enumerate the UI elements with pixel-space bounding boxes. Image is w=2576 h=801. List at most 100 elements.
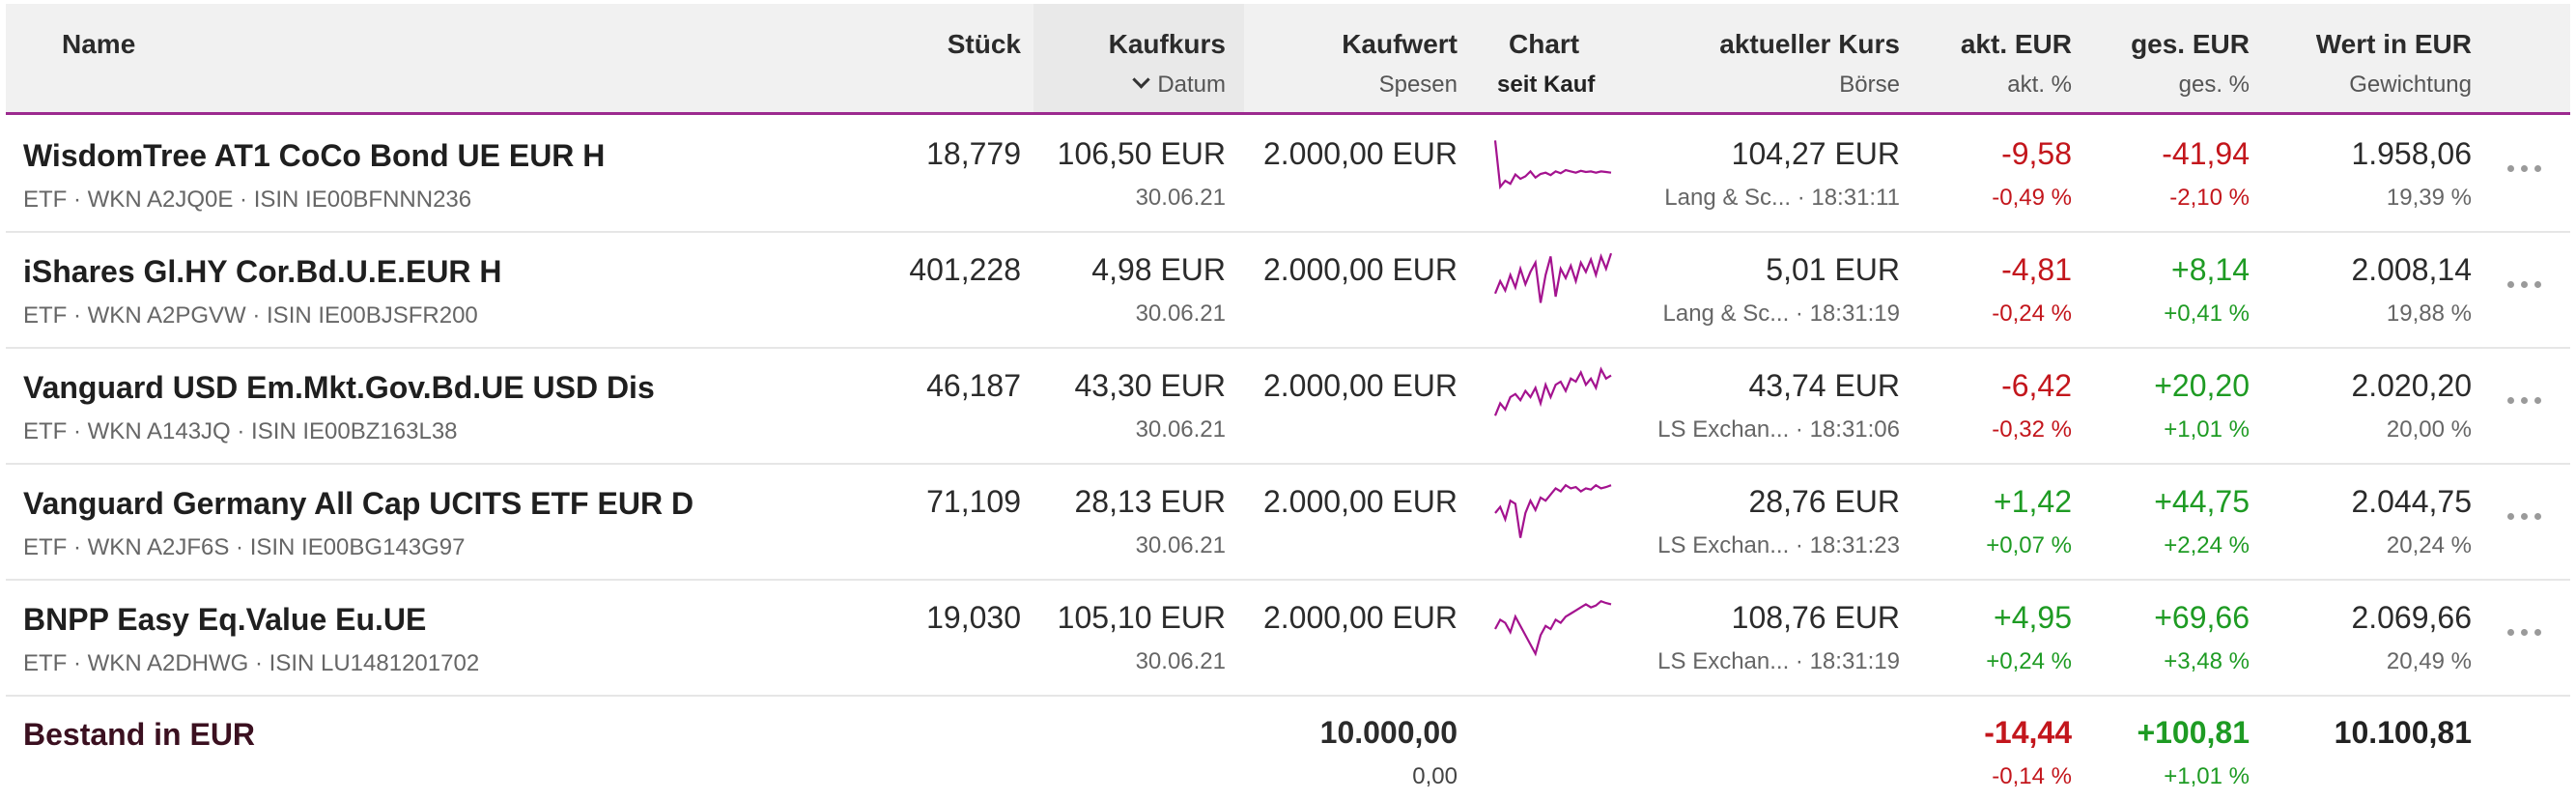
total-ges-pct: +1,01 % [2164, 763, 2250, 789]
kurs-value: 28,76 EUR [1748, 484, 1900, 519]
header-seit-kauf[interactable]: seit Kauf [1497, 72, 1596, 98]
sparkline-chart[interactable] [1493, 474, 1613, 552]
akt-pct-value: -0,32 % [1992, 416, 2072, 443]
security-name[interactable]: Vanguard Germany All Cap UCITS ETF EUR D [23, 486, 694, 521]
gewichtung-value: 19,39 % [2386, 185, 2472, 211]
wert-value: 2.020,20 [2351, 368, 2472, 403]
boerse-value: Lang & Sc... · 18:31:11 [1664, 185, 1900, 211]
wert-value: 1.958,06 [2351, 136, 2472, 171]
akt-pct-value: -0,24 % [1992, 300, 2072, 327]
total-label: Bestand in EUR [23, 717, 256, 752]
table-row[interactable]: Vanguard USD Em.Mkt.Gov.Bd.UE USD Dis ET… [6, 347, 2570, 465]
datum-value: 30.06.21 [1135, 416, 1226, 443]
kaufkurs-value: 106,50 EUR [1057, 136, 1226, 171]
table-row[interactable]: WisdomTree AT1 CoCo Bond UE EUR H ETF · … [6, 115, 2570, 233]
kaufkurs-value: 28,13 EUR [1074, 484, 1226, 519]
ges-eur-value: +20,20 [2154, 368, 2250, 403]
boerse-value: Lang & Sc... · 18:31:19 [1662, 300, 1901, 327]
datum-value: 30.06.21 [1135, 300, 1226, 327]
header-aktueller-kurs[interactable]: aktueller Kurs [1719, 29, 1900, 59]
akt-pct-value: +0,24 % [1986, 648, 2072, 674]
header-stueck[interactable]: Stück [947, 29, 1021, 59]
ges-eur-value: +44,75 [2154, 484, 2250, 519]
datum-value: 30.06.21 [1135, 532, 1226, 558]
sparkline-chart[interactable] [1493, 590, 1613, 668]
security-meta: ETF · WKN A2JQ0E · ISIN IE00BFNNN236 [23, 186, 472, 213]
more-options-icon[interactable] [2505, 157, 2544, 177]
table-header: Name Stück Kaufkurs Datum Kaufwert Spese… [6, 4, 2570, 115]
header-wert-eur[interactable]: Wert in EUR [2315, 29, 2472, 59]
header-boerse[interactable]: Börse [1839, 72, 1900, 98]
akt-eur-value: +1,42 [1994, 484, 2072, 519]
header-kaufkurs[interactable]: Kaufkurs [1108, 29, 1226, 59]
header-akt-pct[interactable]: akt. % [2007, 72, 2072, 98]
ges-eur-value: -41,94 [2162, 136, 2250, 171]
sparkline-chart[interactable] [1493, 127, 1613, 204]
kurs-value: 104,27 EUR [1731, 136, 1900, 171]
kaufkurs-value: 105,10 EUR [1057, 600, 1226, 635]
gewichtung-value: 20,00 % [2386, 416, 2472, 443]
header-kaufwert[interactable]: Kaufwert [1342, 29, 1458, 59]
table-row[interactable]: Vanguard Germany All Cap UCITS ETF EUR D… [6, 463, 2570, 581]
sparkline-path [1493, 252, 1613, 303]
security-meta: ETF · WKN A2PGVW · ISIN IE00BJSFR200 [23, 302, 478, 329]
sparkline-path [1493, 140, 1612, 190]
security-name[interactable]: Vanguard USD Em.Mkt.Gov.Bd.UE USD Dis [23, 370, 655, 405]
header-ges-pct[interactable]: ges. % [2178, 72, 2250, 98]
security-name[interactable]: WisdomTree AT1 CoCo Bond UE EUR H [23, 138, 606, 173]
kaufkurs-value: 4,98 EUR [1091, 252, 1226, 287]
sparkline-path [1494, 483, 1612, 538]
total-ges-eur: +100,81 [2137, 715, 2250, 750]
datum-value: 30.06.21 [1135, 185, 1226, 211]
more-options-icon[interactable] [2505, 621, 2544, 641]
header-spesen[interactable]: Spesen [1378, 72, 1458, 98]
akt-eur-value: +4,95 [1994, 600, 2072, 635]
security-name[interactable]: iShares Gl.HY Cor.Bd.U.E.EUR H [23, 254, 502, 289]
table-row[interactable]: BNPP Easy Eq.Value Eu.UE ETF · WKN A2DHW… [6, 579, 2570, 697]
ges-pct-value: +3,48 % [2164, 648, 2250, 674]
akt-eur-value: -4,81 [2001, 252, 2072, 287]
kaufwert-value: 2.000,00 EUR [1262, 600, 1458, 635]
total-wert: 10.100,81 [2334, 715, 2472, 750]
sparkline-path [1493, 366, 1612, 416]
ges-pct-value: +0,41 % [2164, 300, 2250, 327]
header-name[interactable]: Name [62, 29, 136, 59]
sparkline-chart[interactable] [1493, 358, 1613, 436]
stueck-value: 18,779 [926, 136, 1021, 171]
akt-eur-value: -9,58 [2001, 136, 2072, 171]
sparkline-chart[interactable] [1493, 243, 1613, 320]
header-gewichtung[interactable]: Gewichtung [2349, 72, 2472, 98]
ges-eur-value: +8,14 [2171, 252, 2250, 287]
datum-value: 30.06.21 [1135, 648, 1226, 674]
chevron-down-icon [1132, 71, 1151, 89]
kaufwert-value: 2.000,00 EUR [1262, 484, 1458, 519]
header-ges-eur[interactable]: ges. EUR [2131, 29, 2250, 59]
ges-pct-value: -2,10 % [2169, 185, 2250, 211]
stueck-value: 401,228 [909, 252, 1021, 287]
boerse-value: LS Exchan... · 18:31:23 [1657, 532, 1900, 558]
stueck-value: 71,109 [926, 484, 1021, 519]
header-akt-eur[interactable]: akt. EUR [1960, 29, 2072, 59]
wert-value: 2.069,66 [2351, 600, 2472, 635]
header-datum[interactable]: Datum [1132, 71, 1226, 99]
header-datum-label: Datum [1157, 72, 1226, 98]
security-meta: ETF · WKN A2DHWG · ISIN LU1481201702 [23, 650, 480, 676]
gewichtung-value: 19,88 % [2386, 300, 2472, 327]
wert-value: 2.044,75 [2351, 484, 2472, 519]
total-akt-pct: -0,14 % [1992, 763, 2072, 789]
more-options-icon[interactable] [2505, 505, 2544, 525]
sorted-column-highlight [1033, 4, 1244, 112]
kaufwert-value: 2.000,00 EUR [1262, 368, 1458, 403]
kurs-value: 5,01 EUR [1766, 252, 1900, 287]
total-spesen: 0,00 [1412, 763, 1458, 789]
sparkline-path [1494, 599, 1612, 657]
security-name[interactable]: BNPP Easy Eq.Value Eu.UE [23, 602, 427, 637]
kaufkurs-value: 43,30 EUR [1074, 368, 1226, 403]
kaufwert-value: 2.000,00 EUR [1262, 252, 1458, 287]
table-row[interactable]: iShares Gl.HY Cor.Bd.U.E.EUR H ETF · WKN… [6, 231, 2570, 349]
more-options-icon[interactable] [2505, 273, 2544, 293]
kaufwert-value: 2.000,00 EUR [1262, 136, 1458, 171]
total-akt-eur: -14,44 [1984, 715, 2072, 750]
ges-pct-value: +2,24 % [2164, 532, 2250, 558]
more-options-icon[interactable] [2505, 389, 2544, 409]
